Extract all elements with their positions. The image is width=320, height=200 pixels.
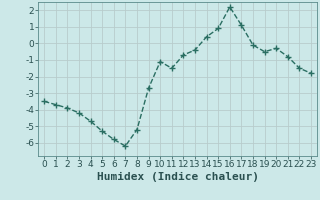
X-axis label: Humidex (Indice chaleur): Humidex (Indice chaleur) (97, 172, 259, 182)
